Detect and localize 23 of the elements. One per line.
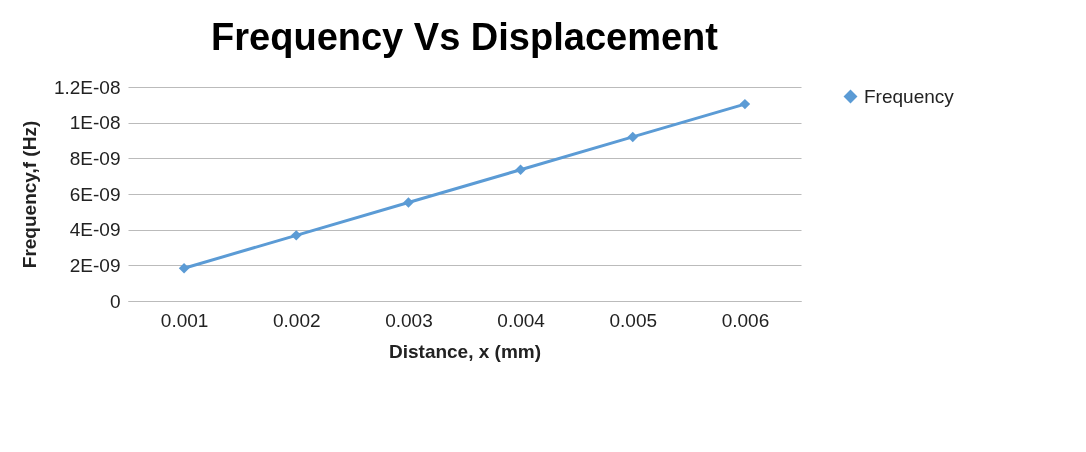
point bbox=[627, 131, 638, 143]
x-tick-label: 0.003 bbox=[385, 309, 433, 331]
y-axis-title: Frequency,f (Hz) bbox=[18, 120, 40, 269]
y-tick-label: 8E-09 bbox=[69, 147, 121, 169]
x-tick-label: 0.005 bbox=[609, 309, 658, 331]
point bbox=[403, 197, 414, 208]
y-tick-label: 2E-09 bbox=[69, 254, 121, 276]
point bbox=[291, 230, 302, 241]
y-tick-label: 1.2E-08 bbox=[53, 76, 121, 98]
x-tick-label: 0.002 bbox=[272, 309, 321, 331]
chart-title: Frequency Vs Displacement bbox=[211, 16, 719, 58]
legend-label: Frequency bbox=[864, 85, 955, 107]
y-tick-label: 6E-09 bbox=[69, 183, 121, 205]
x-tick-label: 0.006 bbox=[721, 309, 770, 331]
point bbox=[178, 262, 190, 274]
point bbox=[515, 164, 526, 175]
y-tick-label: 1E-08 bbox=[69, 112, 121, 134]
x-tick-label: 0.001 bbox=[160, 309, 209, 331]
y-tick-label: 0 bbox=[109, 290, 121, 312]
x-tick-label: 0.004 bbox=[497, 309, 546, 331]
point bbox=[739, 98, 751, 110]
y-tick-label: 4E-09 bbox=[69, 219, 121, 241]
x-axis-title: Distance, x (mm) bbox=[388, 340, 542, 362]
